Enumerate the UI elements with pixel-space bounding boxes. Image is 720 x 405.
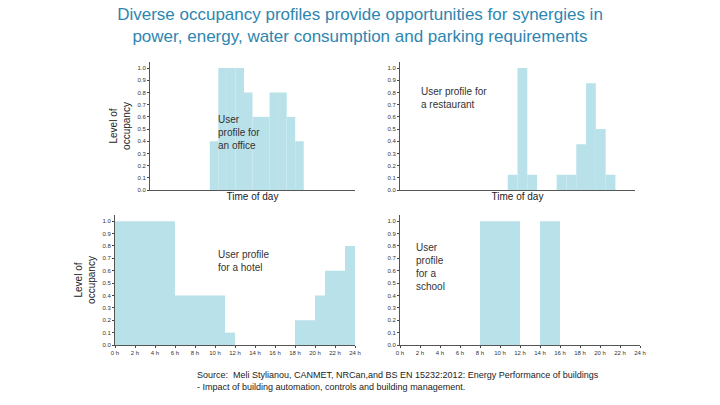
svg-text:Diverse occupancy profiles pro: Diverse occupancy profiles provide oppor… [117, 5, 603, 46]
svg-text:1.0: 1.0 [137, 65, 146, 71]
svg-text:0.8: 0.8 [137, 90, 146, 96]
svg-text:User profile fora restaurant: User profile fora restaurant [421, 86, 487, 110]
svg-text:0.5: 0.5 [387, 280, 396, 286]
svg-text:16 h: 16 h [269, 350, 281, 356]
svg-text:2 h: 2 h [131, 350, 139, 356]
svg-text:0.6: 0.6 [387, 114, 396, 120]
svg-text:0.7: 0.7 [102, 255, 111, 261]
svg-text:0.9: 0.9 [387, 231, 396, 237]
svg-text:0.2: 0.2 [102, 317, 111, 323]
svg-text:24 h: 24 h [634, 350, 646, 356]
svg-text:0.7: 0.7 [137, 102, 146, 108]
svg-text:0.8: 0.8 [387, 243, 396, 249]
svg-text:0.0: 0.0 [137, 187, 146, 193]
svg-text:8 h: 8 h [476, 350, 484, 356]
svg-text:0.7: 0.7 [387, 102, 396, 108]
svg-text:0.2: 0.2 [387, 163, 396, 169]
svg-text:6 h: 6 h [171, 350, 179, 356]
svg-text:0.1: 0.1 [387, 175, 396, 181]
svg-text:0.2: 0.2 [387, 317, 396, 323]
svg-text:User profilefor a hotel: User profilefor a hotel [218, 249, 270, 273]
svg-text:Level ofoccupancy: Level ofoccupancy [108, 102, 132, 150]
svg-text:0.6: 0.6 [102, 268, 111, 274]
svg-text:Userprofile foran office: Userprofile foran office [218, 114, 260, 151]
svg-text:0.7: 0.7 [387, 255, 396, 261]
svg-text:0.8: 0.8 [387, 90, 396, 96]
svg-text:10 h: 10 h [209, 350, 221, 356]
svg-text:0.3: 0.3 [387, 151, 396, 157]
svg-text:0.3: 0.3 [102, 305, 111, 311]
svg-text:10 h: 10 h [494, 350, 506, 356]
svg-text:0.1: 0.1 [137, 175, 146, 181]
svg-text:0.0: 0.0 [387, 342, 396, 348]
svg-text:12 h: 12 h [514, 350, 526, 356]
svg-text:14 h: 14 h [249, 350, 261, 356]
svg-text:14 h: 14 h [534, 350, 546, 356]
svg-text:0.3: 0.3 [137, 151, 146, 157]
svg-text:0.1: 0.1 [102, 330, 111, 336]
svg-text:0.0: 0.0 [102, 342, 111, 348]
svg-text:Level ofoccupancy: Level ofoccupancy [73, 256, 97, 304]
svg-text:6 h: 6 h [456, 350, 464, 356]
svg-text:1.0: 1.0 [102, 218, 111, 224]
svg-text:4 h: 4 h [436, 350, 444, 356]
svg-text:0.4: 0.4 [387, 138, 396, 144]
svg-text:20 h: 20 h [594, 350, 606, 356]
svg-text:Userprofilefor aschool: Userprofilefor aschool [416, 242, 445, 292]
svg-text:Source: Meli Stylianou, CANME: Source: Meli Stylianou, CANMET, NRCan,an… [197, 370, 599, 392]
svg-text:0.6: 0.6 [137, 114, 146, 120]
svg-text:1.0: 1.0 [387, 65, 396, 71]
svg-text:Time of day: Time of day [227, 191, 279, 202]
svg-text:0.5: 0.5 [102, 280, 111, 286]
svg-text:0.5: 0.5 [137, 126, 146, 132]
svg-text:0 h: 0 h [396, 350, 404, 356]
svg-text:24 h: 24 h [349, 350, 361, 356]
svg-text:Time of day: Time of day [492, 191, 544, 202]
svg-text:8 h: 8 h [191, 350, 199, 356]
svg-text:12 h: 12 h [229, 350, 241, 356]
svg-text:0.0: 0.0 [387, 187, 396, 193]
svg-text:18 h: 18 h [289, 350, 301, 356]
svg-text:0.3: 0.3 [387, 305, 396, 311]
svg-text:0.9: 0.9 [102, 231, 111, 237]
svg-text:16 h: 16 h [554, 350, 566, 356]
svg-text:0.4: 0.4 [137, 138, 146, 144]
svg-text:0.9: 0.9 [137, 77, 146, 83]
svg-text:22 h: 22 h [614, 350, 626, 356]
svg-text:0.4: 0.4 [387, 293, 396, 299]
svg-text:0.5: 0.5 [387, 126, 396, 132]
svg-text:4 h: 4 h [151, 350, 159, 356]
svg-text:0.4: 0.4 [102, 293, 111, 299]
svg-text:0.6: 0.6 [387, 268, 396, 274]
svg-text:1.0: 1.0 [387, 218, 396, 224]
svg-text:0 h: 0 h [111, 350, 119, 356]
svg-text:18 h: 18 h [574, 350, 586, 356]
svg-text:0.1: 0.1 [387, 330, 396, 336]
svg-text:0.9: 0.9 [387, 77, 396, 83]
svg-text:20 h: 20 h [309, 350, 321, 356]
svg-text:0.8: 0.8 [102, 243, 111, 249]
svg-text:22 h: 22 h [329, 350, 341, 356]
svg-text:0.2: 0.2 [137, 163, 146, 169]
svg-text:2 h: 2 h [416, 350, 424, 356]
